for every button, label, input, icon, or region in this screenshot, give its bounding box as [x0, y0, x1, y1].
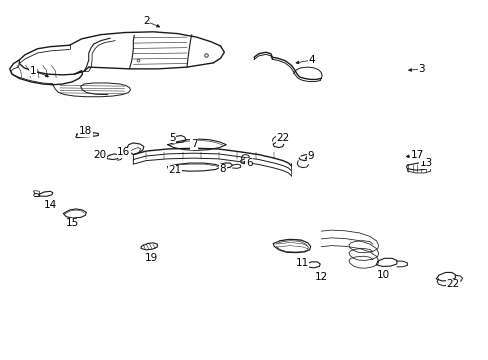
Text: 5: 5: [169, 133, 176, 143]
Text: 22: 22: [446, 279, 459, 289]
Text: 12: 12: [314, 272, 327, 282]
Text: 6: 6: [245, 158, 252, 168]
Text: 7: 7: [190, 139, 197, 149]
Text: 14: 14: [44, 200, 57, 210]
Text: 20: 20: [93, 150, 106, 159]
Text: 2: 2: [142, 16, 149, 26]
Text: 18: 18: [79, 126, 92, 136]
Text: 9: 9: [306, 151, 313, 161]
Text: 4: 4: [307, 55, 314, 65]
Text: 15: 15: [65, 218, 79, 228]
Text: 22: 22: [276, 133, 289, 143]
Text: 11: 11: [295, 258, 308, 268]
Text: 13: 13: [419, 158, 432, 168]
Text: 21: 21: [168, 165, 181, 175]
Text: 16: 16: [117, 148, 130, 157]
Text: 1: 1: [29, 66, 36, 76]
Text: 3: 3: [418, 64, 424, 74]
Text: 19: 19: [144, 253, 157, 263]
Text: 17: 17: [409, 150, 423, 160]
Text: 10: 10: [376, 270, 389, 280]
Text: 8: 8: [219, 165, 226, 174]
